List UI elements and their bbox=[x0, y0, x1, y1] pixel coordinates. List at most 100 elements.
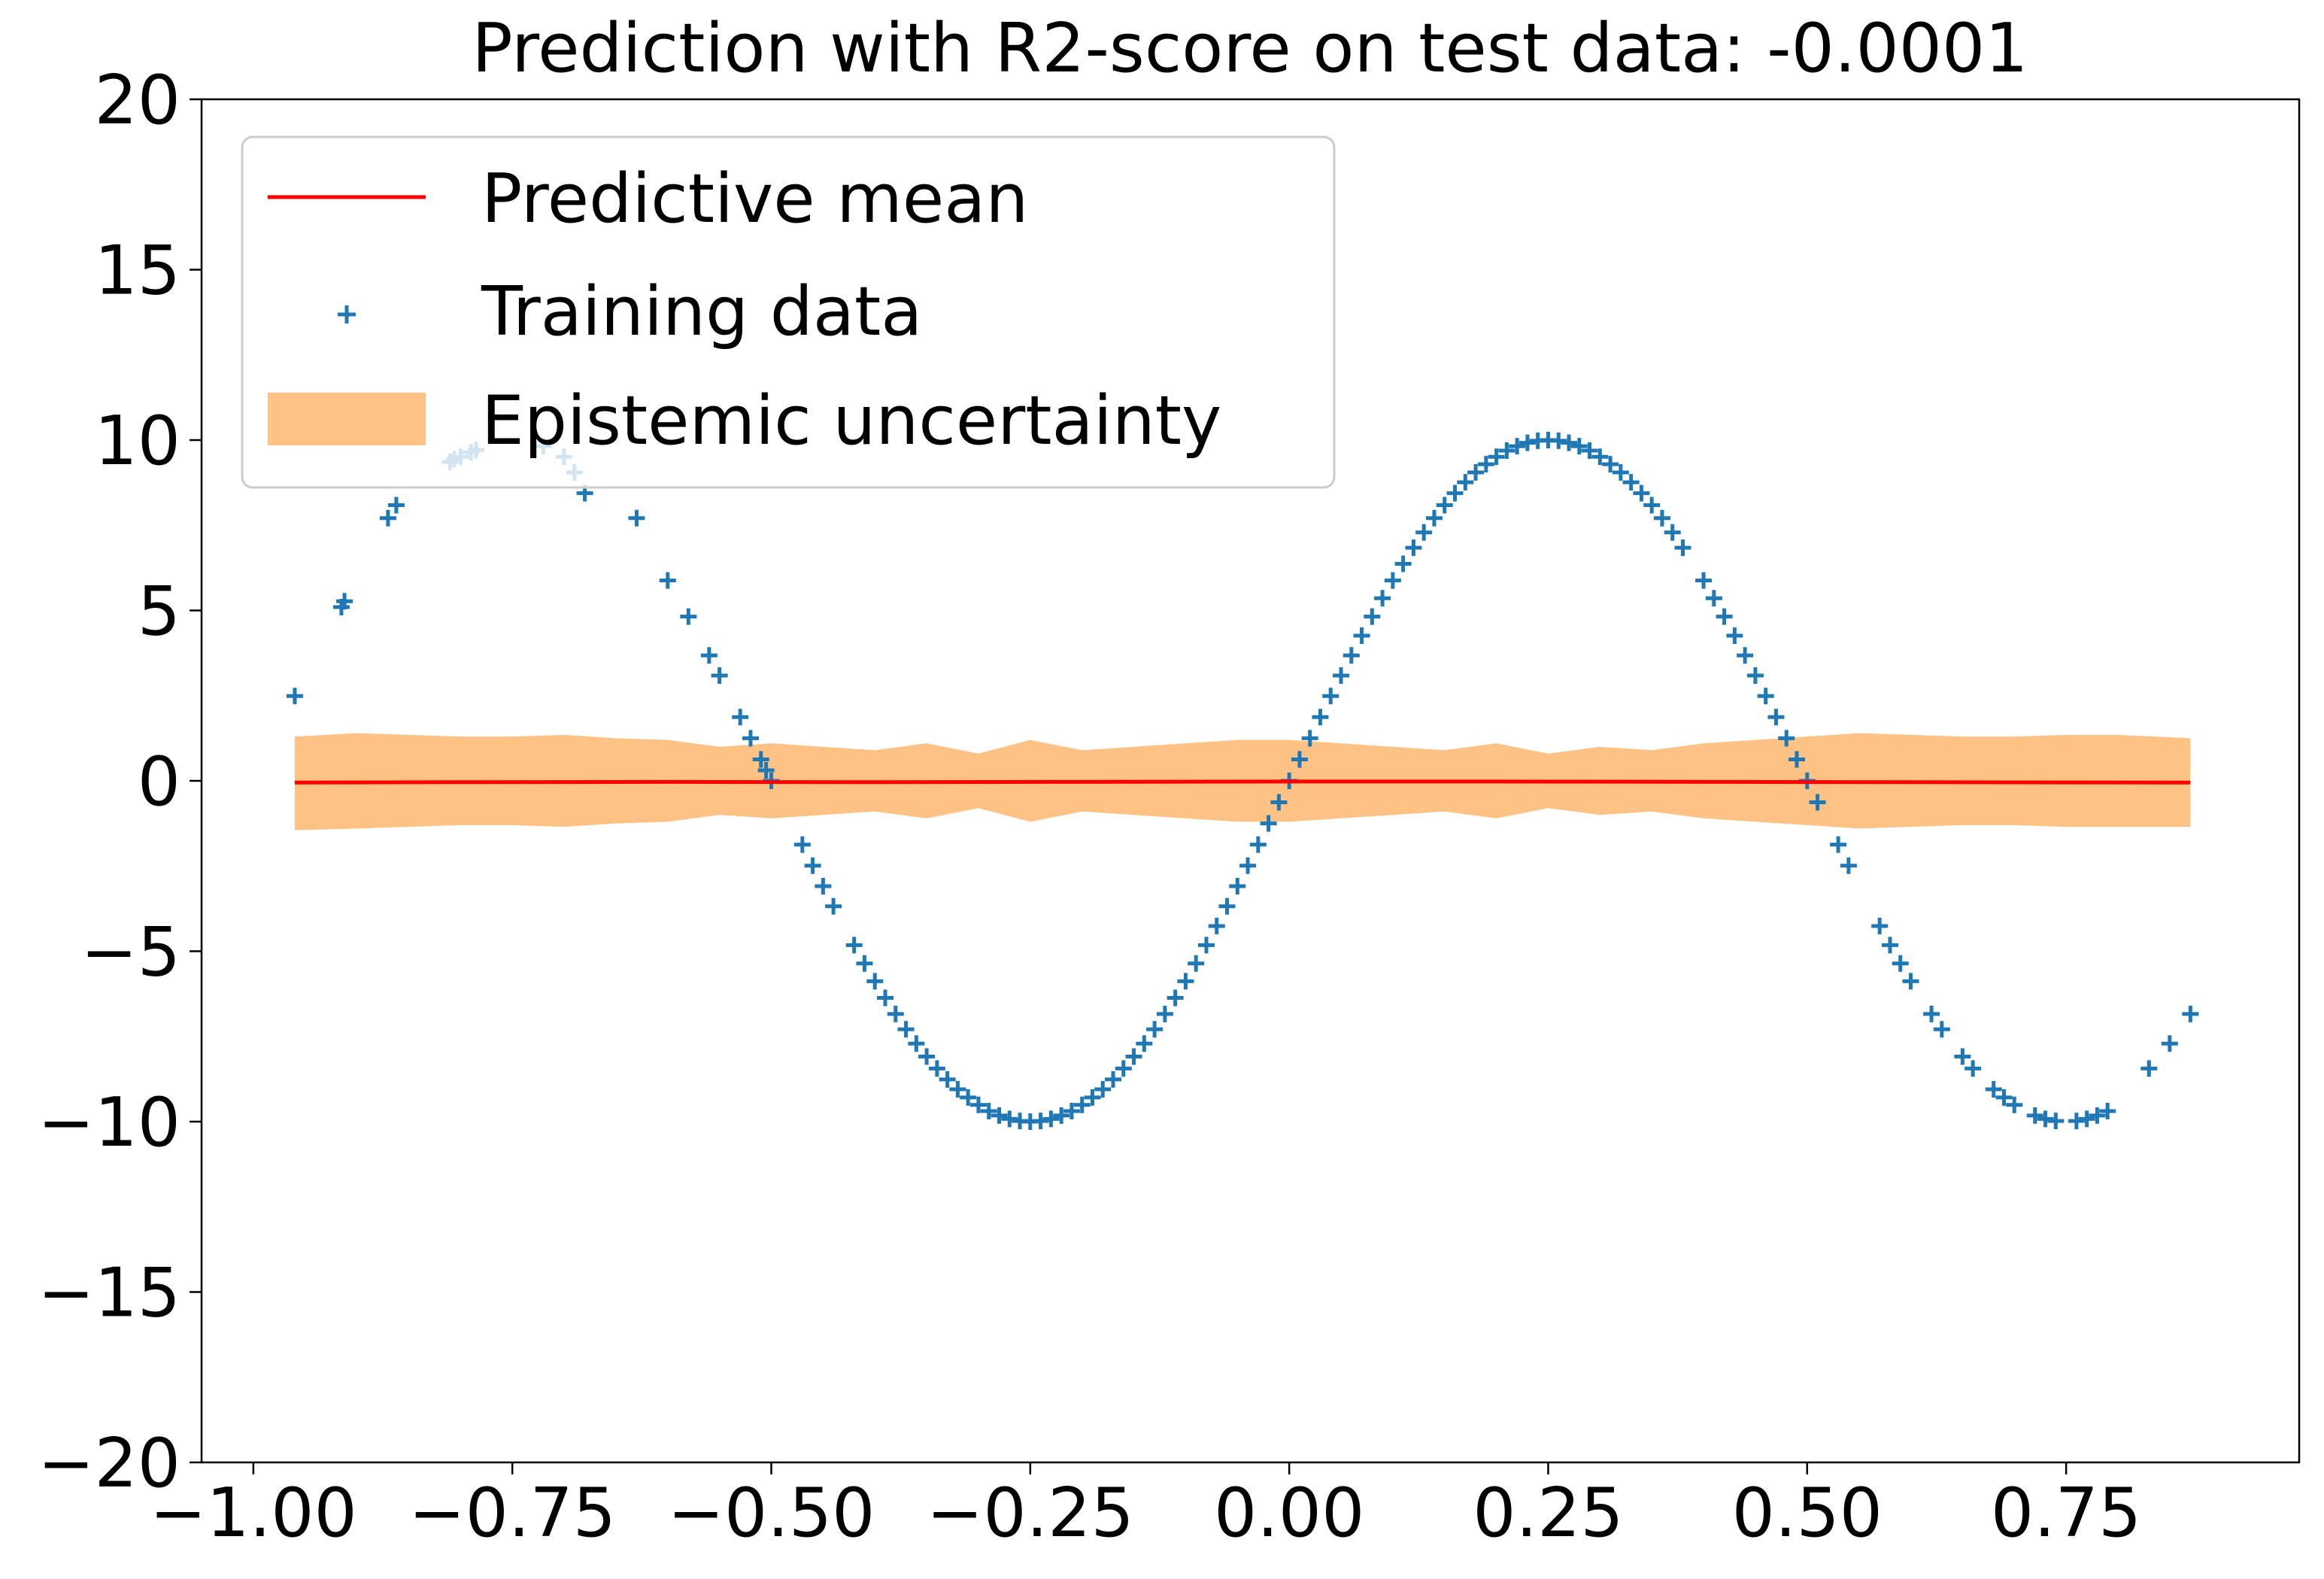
chart-title: Prediction with R2-score on test data: -… bbox=[472, 9, 2028, 88]
training-data-point bbox=[1177, 973, 1194, 990]
training-data-point bbox=[1188, 955, 1205, 972]
x-tick-label: −0.25 bbox=[927, 1474, 1134, 1553]
training-data-point bbox=[1136, 1035, 1153, 1052]
training-data-point bbox=[2078, 1110, 2095, 1128]
training-data-point bbox=[866, 973, 884, 990]
training-data-point bbox=[1394, 555, 1412, 572]
training-data-point bbox=[1964, 1060, 1982, 1077]
training-data-point bbox=[1995, 1089, 2013, 1106]
training-data-point bbox=[1561, 434, 1578, 451]
training-data-point bbox=[1042, 1110, 1060, 1128]
training-data-point bbox=[1291, 751, 1308, 768]
training-data-point bbox=[1053, 1107, 1070, 1124]
x-tick-label: −0.50 bbox=[668, 1474, 875, 1553]
y-tick-label: −20 bbox=[38, 1424, 181, 1503]
legend-label-predictive-mean: Predictive mean bbox=[481, 159, 1028, 238]
training-data-point bbox=[1643, 496, 1661, 514]
training-data-point bbox=[1384, 572, 1401, 589]
training-data-point bbox=[1933, 1021, 1950, 1038]
x-tick-label: 0.75 bbox=[1991, 1474, 2141, 1553]
training-data-point bbox=[2068, 1113, 2085, 1130]
training-data-point bbox=[1633, 484, 1650, 502]
training-data-point bbox=[897, 1021, 915, 1038]
training-data-point bbox=[1073, 1096, 1091, 1113]
training-data-point bbox=[387, 496, 405, 514]
training-data-point bbox=[1436, 496, 1453, 514]
training-data-point bbox=[2161, 1035, 2178, 1052]
training-data-point bbox=[1415, 524, 1433, 541]
training-data-point bbox=[2037, 1110, 2054, 1128]
training-data-point bbox=[1446, 484, 1464, 502]
y-tick-label: −15 bbox=[38, 1254, 181, 1333]
training-data-point bbox=[336, 593, 353, 610]
y-tick-label: 10 bbox=[94, 402, 181, 481]
training-data-point bbox=[2099, 1102, 2116, 1119]
training-data-point bbox=[732, 709, 749, 726]
training-data-point bbox=[1063, 1102, 1080, 1119]
training-data-point bbox=[1509, 438, 1526, 455]
training-data-point bbox=[1695, 572, 1713, 589]
training-data-point bbox=[1591, 448, 1609, 466]
x-tick-label: 0.50 bbox=[1732, 1474, 1883, 1553]
x-tick-label: −1.00 bbox=[150, 1474, 357, 1553]
training-data-point bbox=[1167, 989, 1184, 1007]
training-data-point bbox=[742, 730, 759, 747]
training-data-point bbox=[1125, 1048, 1142, 1065]
training-data-point bbox=[1084, 1089, 1101, 1106]
training-data-point bbox=[757, 761, 775, 779]
training-data-point bbox=[1746, 667, 1764, 685]
training-data-point bbox=[877, 989, 894, 1007]
training-data-point bbox=[1954, 1048, 1971, 1065]
training-data-point bbox=[1726, 627, 1743, 645]
training-data-point bbox=[928, 1060, 945, 1077]
training-data-point bbox=[1716, 608, 1733, 625]
training-data-point bbox=[908, 1035, 925, 1052]
training-data-point bbox=[793, 836, 811, 853]
legend-band-swatch bbox=[268, 393, 426, 445]
training-data-point bbox=[1467, 464, 1485, 481]
training-data-point bbox=[2026, 1107, 2043, 1124]
y-tick-label: 20 bbox=[94, 61, 181, 140]
training-data-point bbox=[1197, 937, 1215, 954]
y-tick-label: −10 bbox=[38, 1083, 181, 1162]
training-data-point bbox=[1239, 857, 1257, 874]
training-data-point bbox=[1757, 688, 1774, 705]
y-tick-label: 15 bbox=[94, 232, 181, 311]
training-data-point bbox=[2140, 1060, 2158, 1077]
training-data-point bbox=[1674, 539, 1691, 557]
training-data-point bbox=[1881, 937, 1898, 954]
training-data-point bbox=[1156, 1005, 1173, 1022]
legend-plus-marker bbox=[338, 305, 356, 323]
training-data-point bbox=[1333, 667, 1350, 685]
training-data-point bbox=[2006, 1096, 2023, 1113]
training-data-point bbox=[1902, 973, 1919, 990]
x-tick-label: 0.00 bbox=[1214, 1474, 1364, 1553]
training-data-point bbox=[991, 1107, 1008, 1124]
training-data-point bbox=[1602, 456, 1619, 473]
training-data-point bbox=[1892, 955, 1909, 972]
training-data-point bbox=[1260, 815, 1277, 832]
training-data-point bbox=[1322, 688, 1339, 705]
plot-area bbox=[286, 432, 2199, 1130]
training-data-point bbox=[286, 688, 303, 705]
training-data-point bbox=[1653, 509, 1670, 527]
training-data-point bbox=[2047, 1113, 2065, 1130]
training-data-point bbox=[659, 572, 676, 589]
training-data-point bbox=[1208, 917, 1225, 934]
training-data-point bbox=[1767, 709, 1785, 726]
y-tick-label: 0 bbox=[138, 742, 181, 821]
training-data-point bbox=[1249, 836, 1267, 853]
training-data-point bbox=[1612, 464, 1629, 481]
training-data-point bbox=[1830, 836, 1847, 853]
training-data-point bbox=[711, 667, 728, 685]
training-data-point bbox=[1550, 432, 1567, 449]
training-data-point bbox=[1840, 857, 1857, 874]
training-data-point bbox=[1498, 442, 1515, 460]
training-data-point bbox=[1425, 509, 1443, 527]
x-axis: −1.00 −0.75 −0.50 −0.25 0.00 0.25 0.50 0.75 bbox=[150, 1462, 2141, 1553]
training-data-point bbox=[1664, 524, 1681, 541]
training-data-point bbox=[1871, 917, 1889, 934]
training-data-point bbox=[2089, 1107, 2106, 1124]
training-data-point bbox=[1301, 730, 1318, 747]
